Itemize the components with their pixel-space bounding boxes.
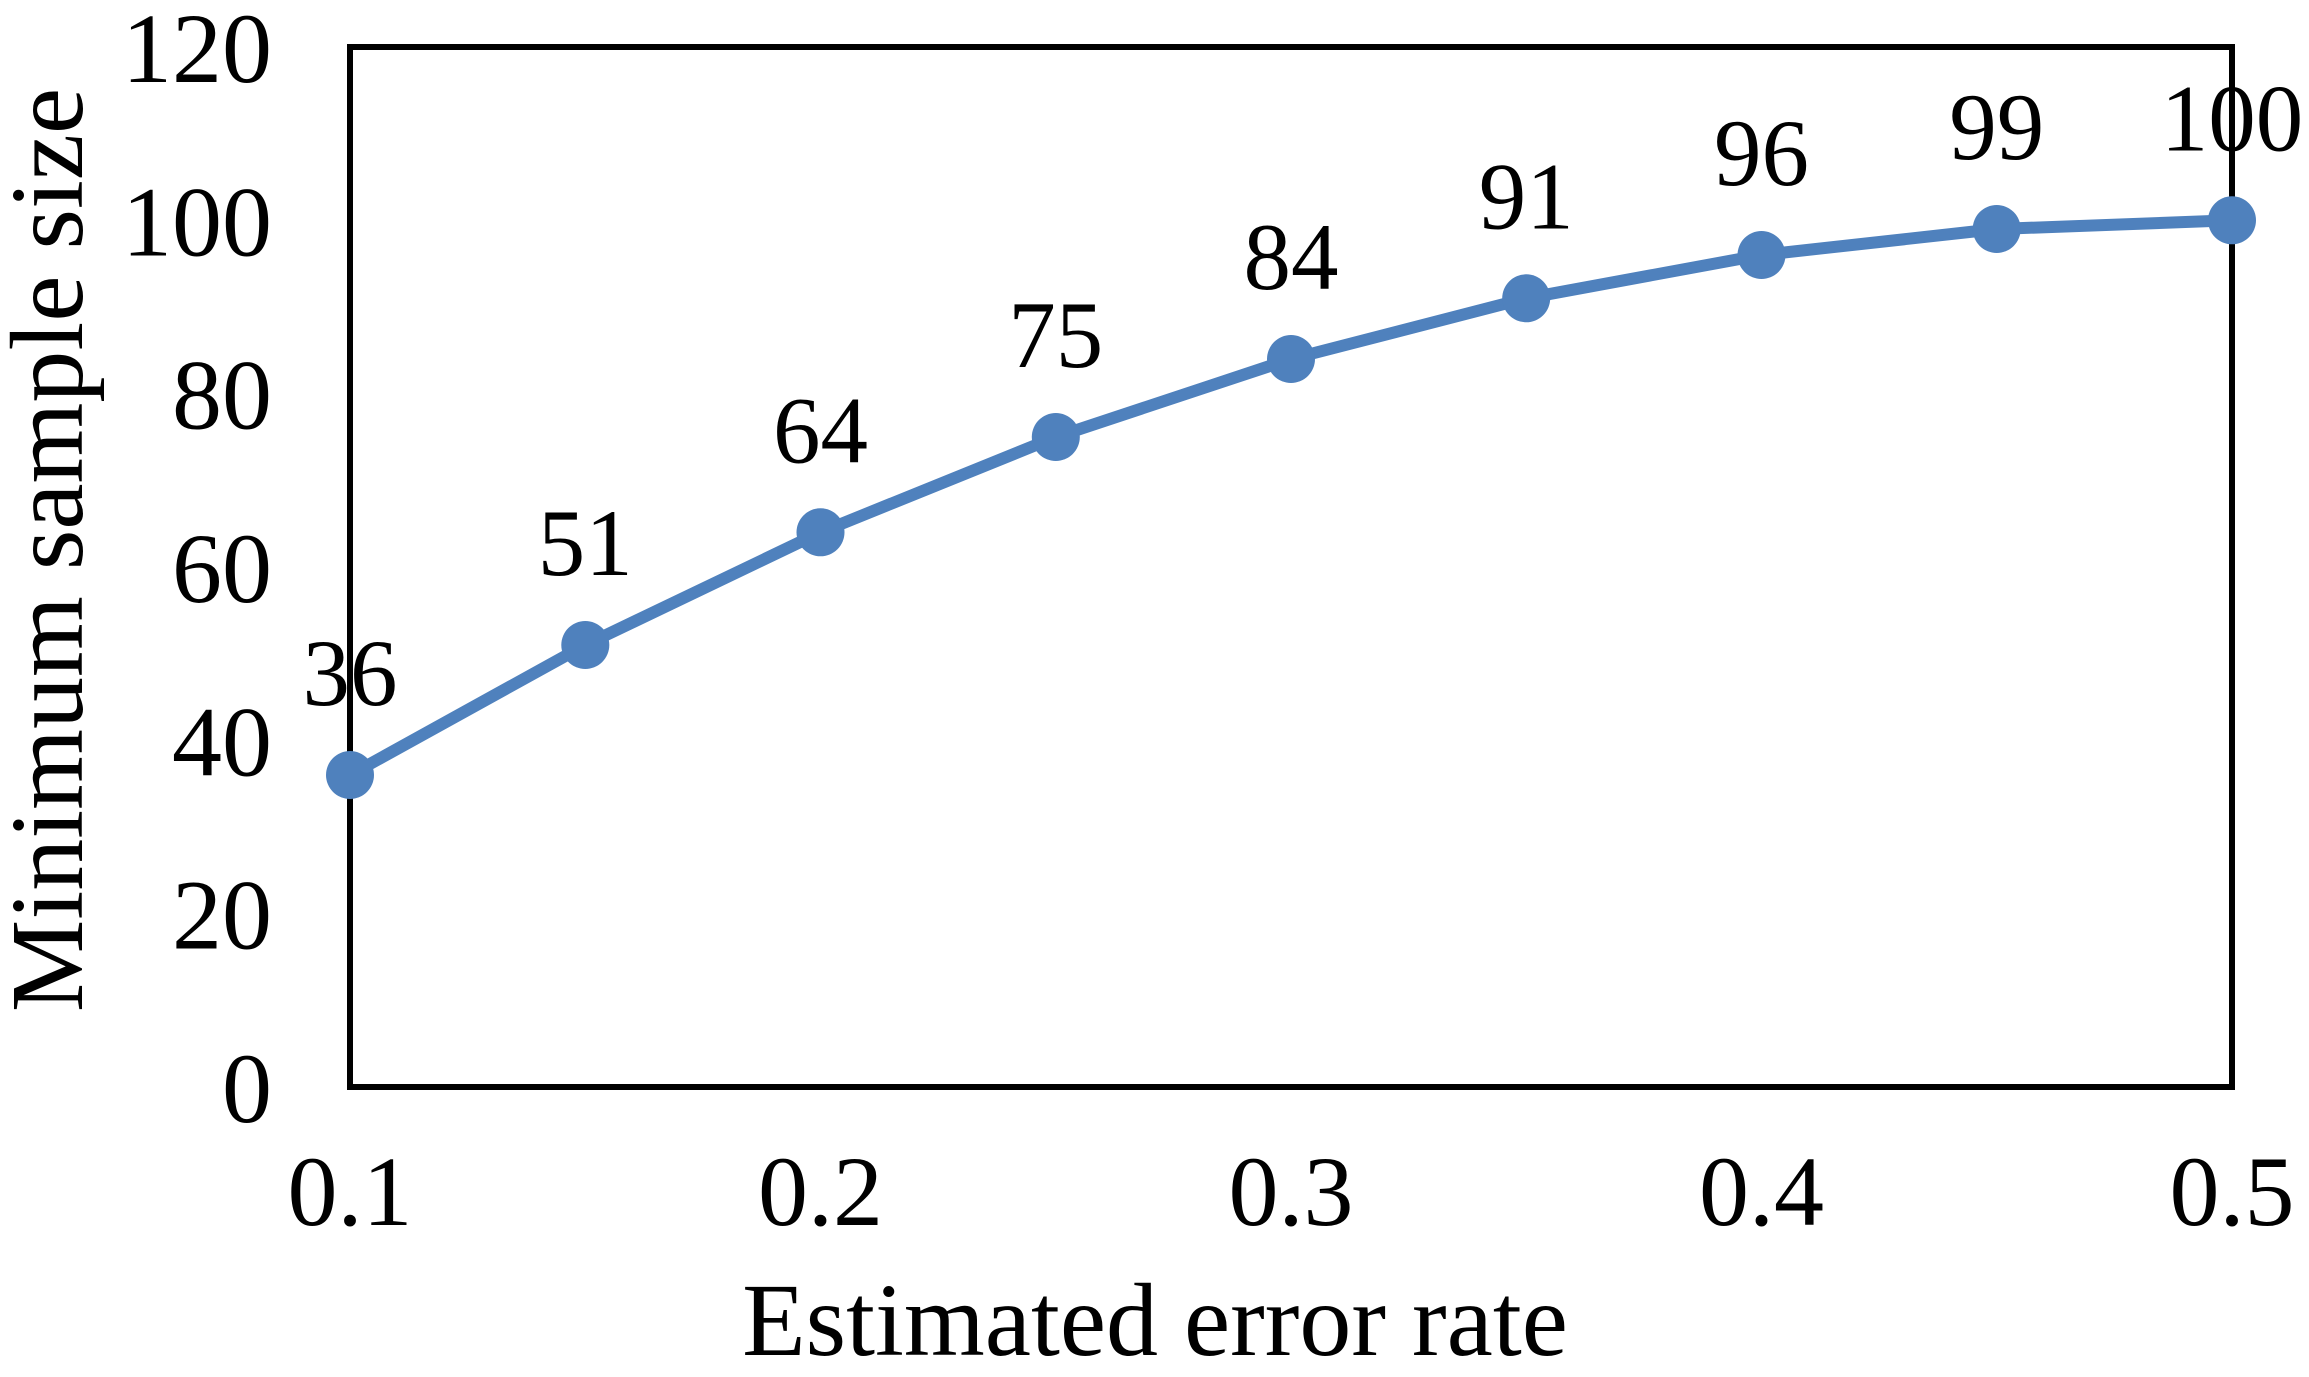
data-point-marker: [2208, 196, 2256, 245]
plot-area-frame: [347, 44, 2235, 1090]
y-axis-tick-labels: 0 20 40 60 80 100 120: [122, 0, 272, 1144]
y-tick-label: 80: [172, 340, 272, 451]
y-axis-title: Minimum sample size: [0, 88, 105, 1012]
data-point-marker: [1972, 205, 2021, 253]
y-tick-label: 60: [172, 513, 272, 624]
data-point-label: 100: [2161, 65, 2304, 171]
y-tick-label: 100: [122, 166, 272, 277]
x-tick-label: 0.3: [1229, 1136, 1354, 1247]
y-tick-label: 20: [172, 860, 272, 971]
data-point-marker: [326, 751, 374, 799]
data-point-label: 99: [1949, 74, 2044, 180]
data-point-label: 64: [773, 377, 868, 483]
y-tick-label: 120: [122, 0, 272, 104]
data-point-label: 96: [1714, 100, 1809, 206]
data-point-label: 91: [1479, 143, 1574, 249]
data-point-marker: [1267, 335, 1315, 383]
data-point-label: 36: [303, 620, 398, 726]
x-tick-label: 0.1: [288, 1136, 413, 1247]
data-point-marker: [1031, 413, 1080, 461]
data-point-marker: [796, 508, 845, 557]
data-point-marker: [1737, 231, 1786, 279]
x-axis-title: Estimated error rate: [742, 1263, 1568, 1377]
data-point-label: 84: [1244, 204, 1339, 310]
data-point-marker: [561, 621, 610, 669]
y-tick-label: 0: [222, 1033, 272, 1144]
data-point-marker: [1502, 274, 1551, 323]
series-data-labels: 36 51 64 75 84 91 96 99 100: [303, 65, 2304, 726]
x-tick-label: 0.4: [1699, 1136, 1824, 1247]
series-markers: [326, 196, 2256, 799]
x-tick-label: 0.5: [2170, 1136, 2295, 1247]
x-axis-tick-labels: 0.1 0.2 0.3 0.4 0.5: [288, 1136, 2295, 1247]
y-tick-label: 40: [172, 686, 272, 797]
data-point-label: 51: [538, 490, 633, 596]
data-point-label: 75: [1008, 282, 1103, 388]
x-tick-label: 0.2: [758, 1136, 883, 1247]
